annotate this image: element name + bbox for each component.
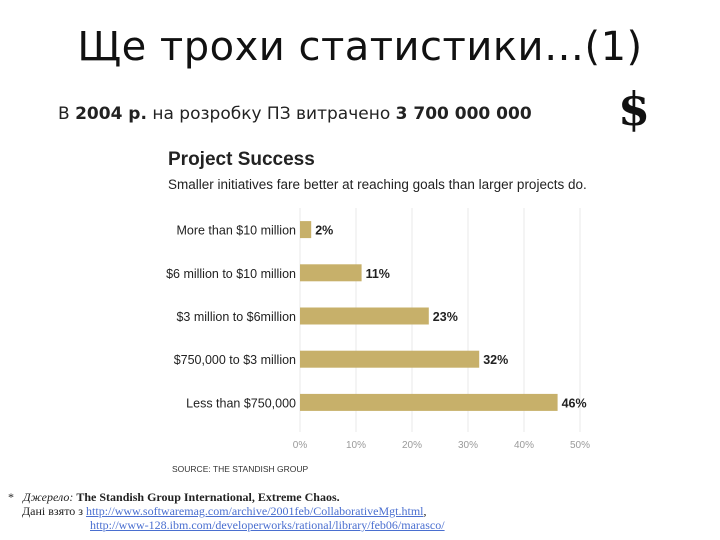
bar <box>300 307 429 325</box>
x-tick-label: 40% <box>514 440 534 451</box>
category-label: $3 million to $6million <box>176 310 296 324</box>
bars: More than $10 million 2% $6 million to $10… <box>166 221 587 411</box>
footnote-source-name: The Standish Group International, Extrem… <box>76 490 340 504</box>
value-label: 46% <box>562 396 587 410</box>
footnote: * Джерело: The Standish Group Internatio… <box>8 490 708 532</box>
project-success-chart: Project Success Smaller initiatives fare… <box>166 149 590 474</box>
x-tick-label: 20% <box>402 440 422 451</box>
footnote-line-2: Дані взято з http://www.softwaremag.com/… <box>8 504 708 518</box>
subtitle-year: 2004 р. <box>75 104 147 124</box>
value-label: 32% <box>483 353 508 367</box>
currency-symbol: $ <box>618 82 651 136</box>
x-tick-label: 30% <box>458 440 478 451</box>
category-label: $6 million to $10 million <box>166 267 296 281</box>
subtitle-amount: 3 700 000 000 <box>395 104 532 124</box>
chart-title: Project Success <box>168 149 315 170</box>
footnote-marker: * <box>8 490 14 504</box>
footnote-line-3: http://www-128.ibm.com/developerworks/ra… <box>8 518 708 532</box>
category-label: More than $10 million <box>176 224 296 238</box>
x-tick-label: 10% <box>346 440 366 451</box>
x-tick-label: 0% <box>293 440 308 451</box>
subtitle-middle: на розробку ПЗ витрачено <box>146 104 396 124</box>
x-tick-label: 50% <box>570 440 590 451</box>
chart-source: SOURCE: THE STANDISH GROUP <box>172 464 309 474</box>
footnote-link-softwaremag[interactable]: http://www.softwaremag.com/archive/2001f… <box>86 504 424 518</box>
footnote-link-ibm[interactable]: http://www-128.ibm.com/developerworks/ra… <box>90 518 445 532</box>
slide-title: Ще трохи статистики…(1) <box>77 24 643 70</box>
bar <box>300 393 558 411</box>
footnote-source-label: Джерело: <box>23 490 74 504</box>
value-label: 2% <box>315 224 333 238</box>
footnote-line-1: * Джерело: The Standish Group Internatio… <box>8 490 708 504</box>
value-label: 11% <box>366 267 390 281</box>
footnote-data-prefix: Дані взято з <box>22 504 87 518</box>
x-axis-ticks: 0% 10% 20% 30% 40% 50% <box>293 440 590 451</box>
bar <box>300 264 362 282</box>
category-label: Less than $750,000 <box>186 396 296 410</box>
bar <box>300 350 480 368</box>
bar <box>300 221 312 239</box>
category-label: $750,000 to $3 million <box>174 353 296 367</box>
chart-subtitle: Smaller initiatives fare better at reach… <box>168 177 587 192</box>
subtitle: В 2004 р. на розробку ПЗ витрачено 3 700… <box>58 104 532 124</box>
subtitle-prefix: В <box>58 104 76 124</box>
value-label: 23% <box>433 310 458 324</box>
footnote-separator: , <box>423 504 427 518</box>
